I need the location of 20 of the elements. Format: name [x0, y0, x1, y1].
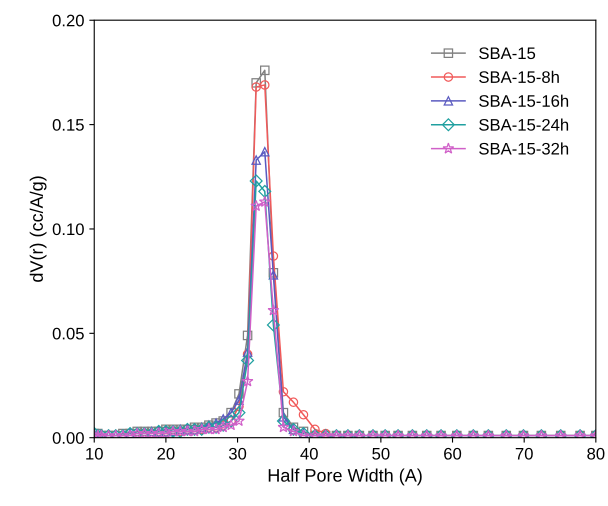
x-tick-label: 30: [228, 448, 246, 460]
x-tick-label: 70: [516, 448, 533, 460]
y-tick-label: 0.10: [52, 223, 84, 236]
legend-label: SBA-15: [479, 47, 536, 60]
x-tick-label: 50: [372, 448, 390, 460]
legend-label: SBA-15-16h: [479, 94, 568, 107]
x-tick-label: 60: [444, 448, 462, 460]
y-tick-label: 0.15: [52, 119, 84, 131]
y-tick-label: 0.20: [52, 14, 84, 26]
x-tick-label: 40: [300, 448, 318, 460]
y-axis-title: dV(r) (cc/A/g): [30, 176, 47, 282]
x-tick-label: 80: [587, 448, 604, 460]
legend-label: SBA-15-32h: [479, 142, 568, 155]
x-tick-label: 10: [86, 448, 103, 460]
legend-label: SBA-15-24h: [479, 118, 568, 131]
y-tick-label: 0.00: [52, 432, 84, 444]
y-tick-label: 0.05: [52, 328, 84, 340]
x-tick-label: 20: [157, 448, 175, 460]
legend-label: SBA-15-8h: [479, 70, 559, 84]
x-axis-title: Half Pore Width (A): [268, 468, 422, 486]
